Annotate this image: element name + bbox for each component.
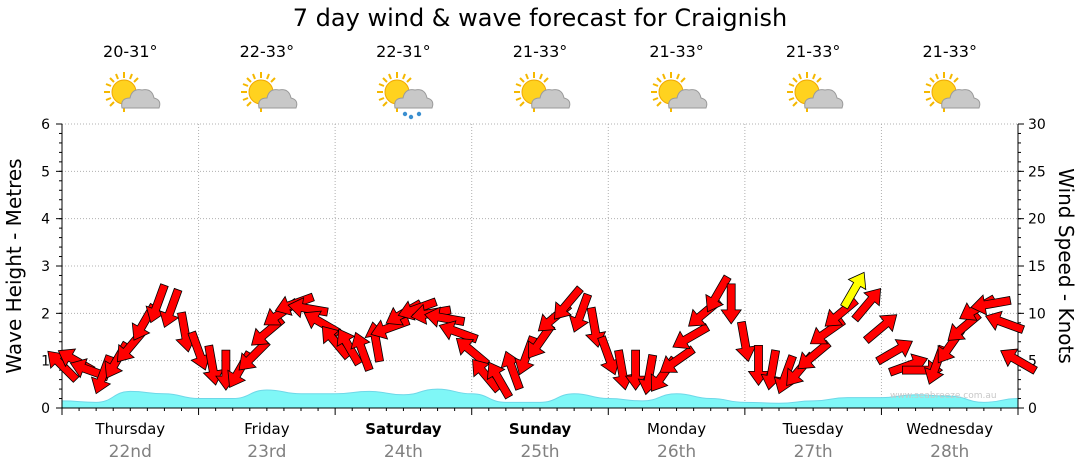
day-date-label: 25th xyxy=(520,442,560,462)
left-tick-label: 5 xyxy=(41,164,50,180)
day-temperature-range: 22-31° xyxy=(376,42,431,61)
wind-arrow xyxy=(1000,348,1038,375)
chart-title: 7 day wind & wave forecast for Craignish xyxy=(292,4,788,32)
right-tick-label: 5 xyxy=(1028,354,1037,370)
day-date-label: 26th xyxy=(657,442,697,462)
right-tick-label: 15 xyxy=(1028,259,1046,275)
day-name-label: Sunday xyxy=(508,420,572,438)
wind-arrow xyxy=(438,320,479,344)
wind-arrow xyxy=(970,294,1012,316)
wave-line xyxy=(61,388,1019,404)
day-name-label: Monday xyxy=(646,420,707,438)
right-tick-label: 20 xyxy=(1028,212,1046,228)
wind-arrow xyxy=(659,345,696,373)
left-tick-label: 0 xyxy=(41,401,50,417)
day-name-label: Tuesday xyxy=(782,420,844,438)
left-tick-label: 1 xyxy=(41,354,50,370)
left-tick-label: 4 xyxy=(41,212,50,228)
wind-arrow xyxy=(472,359,502,394)
sun-cloud-rain-icon xyxy=(375,70,435,122)
day-name-label: Wednesday xyxy=(906,420,994,438)
wind-arrow xyxy=(851,288,882,323)
sun-cloud-icon xyxy=(649,70,709,122)
sun-cloud-icon xyxy=(785,70,845,122)
gridlines xyxy=(62,123,1018,408)
left-tick-label: 6 xyxy=(41,117,50,133)
wind-arrow xyxy=(568,292,593,333)
day-temperature-range: 21-33° xyxy=(922,42,977,61)
wind-arrow xyxy=(350,331,374,372)
day-temperature-range: 21-33° xyxy=(512,42,568,61)
right-tick-label: 25 xyxy=(1028,164,1046,180)
right-tick-label: 0 xyxy=(1028,401,1037,417)
left-tick-label: 2 xyxy=(41,306,50,322)
wind-arrow xyxy=(321,325,352,361)
day-date-label: 27th xyxy=(793,442,833,462)
wind-arrow xyxy=(875,339,914,366)
left-axis-title: Wave Height - Metres xyxy=(2,158,26,374)
wind-arrow xyxy=(840,271,867,310)
right-tick-label: 10 xyxy=(1028,306,1046,322)
sun-cloud-icon xyxy=(239,70,299,122)
wind-arrow xyxy=(720,283,742,325)
sun-cloud-icon xyxy=(102,70,162,122)
day-name-label: Saturday xyxy=(365,420,442,438)
wind-arrow xyxy=(486,361,514,400)
sun-cloud-icon xyxy=(512,70,572,122)
sun-cloud-icon xyxy=(922,70,982,122)
watermark: www.seabreeze.com.au xyxy=(890,391,997,401)
wind-arrow xyxy=(672,322,711,350)
day-temperature-range: 20-31° xyxy=(103,42,158,61)
day-date-label: 23rd xyxy=(247,442,287,462)
day-date-label: 24th xyxy=(383,442,423,462)
day-name-label: Friday xyxy=(244,420,290,438)
day-date-label: 22nd xyxy=(108,442,152,462)
wave-height-series xyxy=(61,388,1019,408)
wind-arrow xyxy=(862,314,898,345)
day-name-label: Thursday xyxy=(95,420,166,438)
right-axis-title: Wind Speed - Knots xyxy=(1054,168,1078,364)
wind-arrow xyxy=(159,287,183,329)
day-date-label: 28th xyxy=(930,442,970,462)
wind-arrow xyxy=(554,285,584,320)
left-tick-label: 3 xyxy=(41,259,50,275)
wind-speed-series xyxy=(47,271,1038,400)
wind-arrow xyxy=(797,339,832,370)
wind-arrow xyxy=(984,310,1026,334)
wind-arrow xyxy=(705,274,732,313)
day-temperature-range: 21-33° xyxy=(785,42,841,61)
right-tick-label: 30 xyxy=(1028,117,1046,133)
day-temperature-range: 22-33° xyxy=(239,42,295,61)
wind-arrow xyxy=(336,328,363,367)
day-temperature-range: 21-33° xyxy=(649,42,704,61)
wind-arrow xyxy=(397,297,438,321)
